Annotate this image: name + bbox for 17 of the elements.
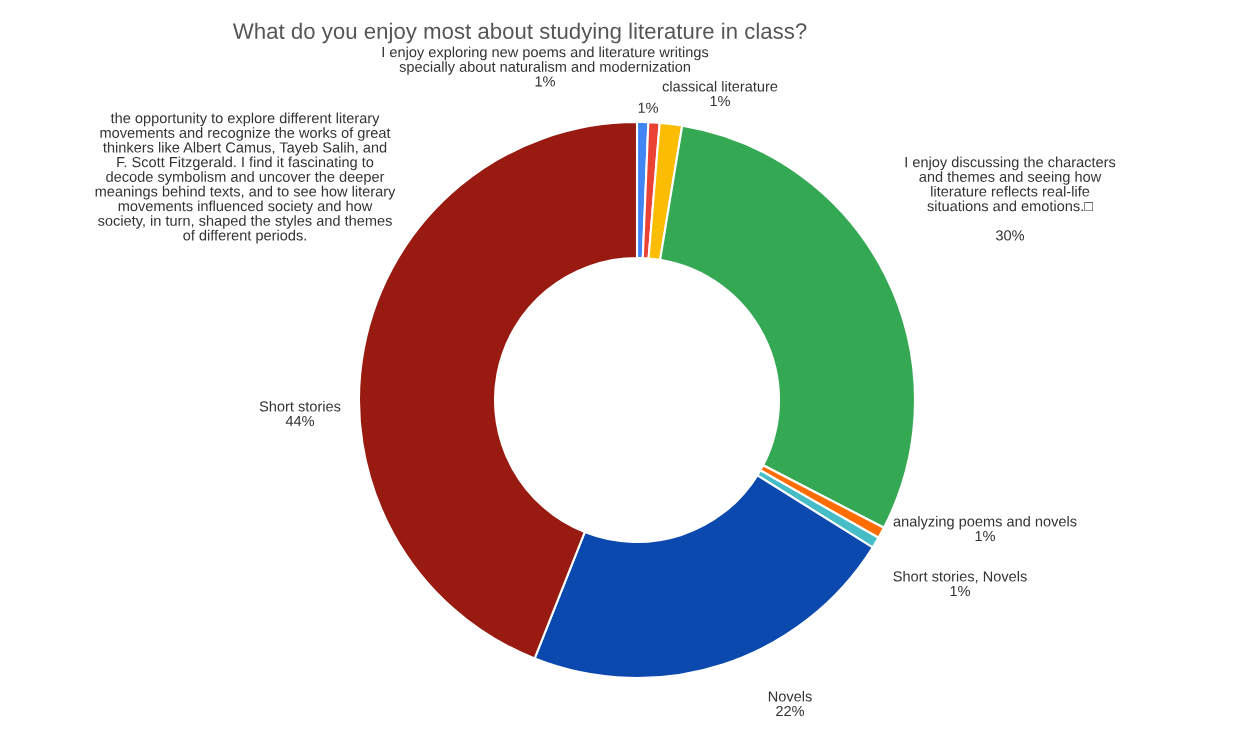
slice-label: I enjoy discussing the characters and themes and seeing how literature reflects real-life situations and emotions.□ <box>905 156 1116 212</box>
data-label: 1% <box>975 530 996 542</box>
slice-label: Short stories, Novels <box>893 570 1027 584</box>
slice-label: Novels <box>768 690 812 702</box>
slice-label: Short stories <box>259 400 341 412</box>
slice-label: analyzing poems and novels <box>893 515 1077 530</box>
data-label: 1% <box>950 585 971 597</box>
category-label: the opportunity to explore different literary movements and recognize the works of great thinkers like Albert Camus, Tayeb Salih, and F. Scott Fitzgerald. I find it fascinating to decode symbolism and uncover the deeper meanings behind texts, and to see how literary movements influenced society and how society, in turn, shaped the styles and themes of different periods. <box>95 112 396 244</box>
data-label: 22% <box>776 705 805 717</box>
chart-title: What do you enjoy most about studying literature in class? <box>232 22 807 44</box>
data-label: 44% <box>285 415 315 427</box>
data-label: 1% <box>710 95 731 107</box>
data-label: 30% <box>995 230 1025 241</box>
slice-label: classical literature <box>662 80 778 92</box>
data-label: 1% <box>535 76 556 87</box>
slice-label: I enjoy exploring new poems and literature writings specially about naturalism and modernization <box>382 46 709 75</box>
data-label: 1% <box>638 102 659 113</box>
